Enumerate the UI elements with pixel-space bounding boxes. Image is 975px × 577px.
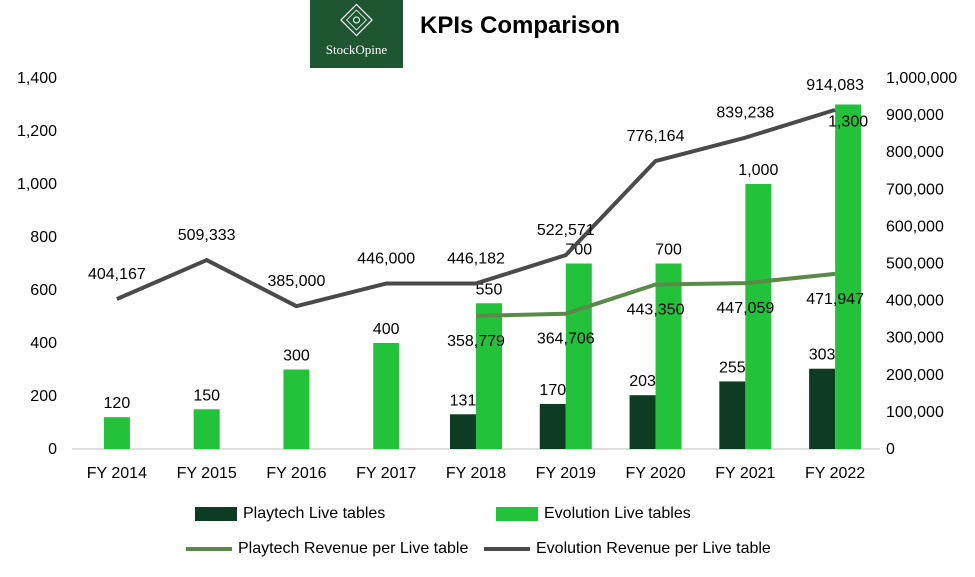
bar-playtech-tables [809, 368, 836, 449]
bar-evolution-tables [476, 303, 502, 449]
right-axis-tick-label: 1,000,000 [886, 70, 957, 87]
left-axis-tick-label: 600 [30, 282, 57, 299]
x-axis-tick-label: FY 2017 [356, 465, 416, 482]
left-axis-tick-label: 800 [30, 229, 57, 246]
logo-text: StockOpine [326, 42, 388, 57]
line-evolution-revenue [116, 107, 836, 309]
x-axis-tick-label: FY 2021 [715, 465, 775, 482]
legend-swatch-evolution-tables [496, 507, 538, 521]
left-axis-tick-label: 1,200 [17, 123, 57, 140]
kpi-chart: 0 200 400 600 800 1,000 1,200 1,400 0 100,000 200,… [17, 70, 957, 482]
x-axis-tick-label: FY 2020 [625, 465, 685, 482]
data-label-evolution-revenue: 839,238 [716, 105, 774, 122]
bar-evolution-tables [103, 417, 130, 449]
legend-swatch-playtech-tables [195, 507, 237, 521]
data-label-playtech-tables: 170 [539, 382, 566, 399]
data-label-playtech-revenue: 443,350 [627, 302, 685, 319]
data-label-playtech-tables: 131 [450, 392, 477, 409]
data-label-evolution-tables: 120 [104, 395, 131, 412]
right-axis-tick-label: 100,000 [886, 404, 944, 421]
legend-label-evolution-tables: Evolution Live tables [544, 505, 691, 522]
legend-evolution-tables: Evolution Live tables [496, 505, 691, 523]
data-label-evolution-revenue: 776,164 [627, 128, 685, 145]
data-label-evolution-revenue: 914,083 [806, 77, 864, 94]
legend-evolution-revenue: Evolution Revenue per Live table [484, 540, 771, 558]
data-label-evolution-tables: 1,000 [738, 162, 778, 179]
bar-playtech-tables [629, 395, 656, 449]
stockopine-logo: StockOpine [310, 0, 403, 68]
data-label-evolution-tables: 400 [373, 321, 400, 338]
right-axis-tick-label: 500,000 [886, 256, 944, 273]
right-axis-tick-label: 600,000 [886, 218, 944, 235]
left-axis-tick-label: 0 [48, 441, 57, 458]
right-axis-tick-label: 0 [886, 441, 895, 458]
legend-playtech-revenue: Playtech Revenue per Live table [186, 540, 468, 558]
data-label-evolution-tables: 300 [283, 348, 310, 365]
data-label-evolution-tables: 150 [193, 387, 220, 404]
data-label-playtech-revenue: 358,779 [447, 333, 505, 350]
right-axis-tick-label: 800,000 [886, 144, 944, 161]
x-axis-tick-label: FY 2014 [87, 465, 147, 482]
logo-diamond-icon: StockOpine [326, 3, 388, 57]
x-axis-tick-label: FY 2022 [805, 465, 865, 482]
legend-label-evolution-revenue: Evolution Revenue per Live table [536, 540, 771, 557]
legend-label-playtech-tables: Playtech Live tables [243, 505, 386, 522]
left-axis-tick-label: 400 [30, 335, 57, 352]
data-label-evolution-revenue: 509,333 [178, 227, 236, 244]
x-axis-tick-label: FY 2019 [536, 465, 596, 482]
bar-evolution-tables [835, 104, 862, 449]
data-label-playtech-tables: 203 [629, 373, 656, 390]
data-label-playtech-tables: 303 [809, 347, 836, 364]
legend-playtech-tables: Playtech Live tables [195, 505, 385, 523]
bar-evolution-tables [565, 263, 592, 449]
bar-evolution-tables [283, 369, 310, 449]
data-label-evolution-revenue: 522,571 [537, 222, 595, 239]
legend-label-playtech-revenue: Playtech Revenue per Live table [238, 540, 469, 557]
data-label-playtech-revenue: 447,059 [716, 300, 774, 317]
data-label-evolution-tables: 700 [655, 242, 682, 259]
data-label-evolution-revenue: 446,000 [357, 251, 415, 268]
data-label-playtech-revenue: 471,947 [806, 291, 864, 308]
right-axis-tick-label: 300,000 [886, 330, 944, 347]
bar-playtech-tables [450, 414, 476, 449]
bar-playtech-tables [719, 381, 746, 449]
data-label-evolution-revenue: 446,182 [447, 250, 505, 267]
left-axis-tick-label: 200 [30, 388, 57, 405]
right-axis-tick-label: 400,000 [886, 293, 944, 310]
left-axis-tick-label: 1,000 [17, 176, 57, 193]
bar-evolution-tables [655, 263, 682, 449]
line-playtech-revenue [475, 271, 836, 318]
legend-swatch-playtech-revenue [186, 547, 232, 551]
data-label-evolution-tables: 550 [476, 281, 503, 298]
chart-title: KPIs Comparison [420, 12, 621, 39]
x-axis-tick-label: FY 2015 [177, 465, 237, 482]
right-axis-tick-label: 200,000 [886, 367, 944, 384]
right-axis-tick-label: 700,000 [886, 181, 944, 198]
x-axis-tick-label: FY 2018 [446, 465, 506, 482]
data-label-evolution-revenue: 404,167 [88, 266, 146, 283]
x-axis-tick-label: FY 2016 [266, 465, 326, 482]
bar-evolution-tables [193, 409, 220, 449]
left-axis-tick-label: 1,400 [17, 70, 57, 87]
data-label-playtech-tables: 255 [719, 359, 746, 376]
bar-evolution-tables [745, 184, 772, 449]
data-label-playtech-revenue: 364,706 [537, 331, 595, 348]
legend-swatch-evolution-revenue [484, 547, 530, 551]
bar-playtech-tables [539, 403, 566, 449]
right-axis-tick-label: 900,000 [886, 107, 944, 124]
data-label-evolution-tables: 1,300 [828, 114, 868, 131]
data-label-evolution-revenue: 385,000 [268, 273, 326, 290]
bar-evolution-tables [373, 343, 400, 449]
